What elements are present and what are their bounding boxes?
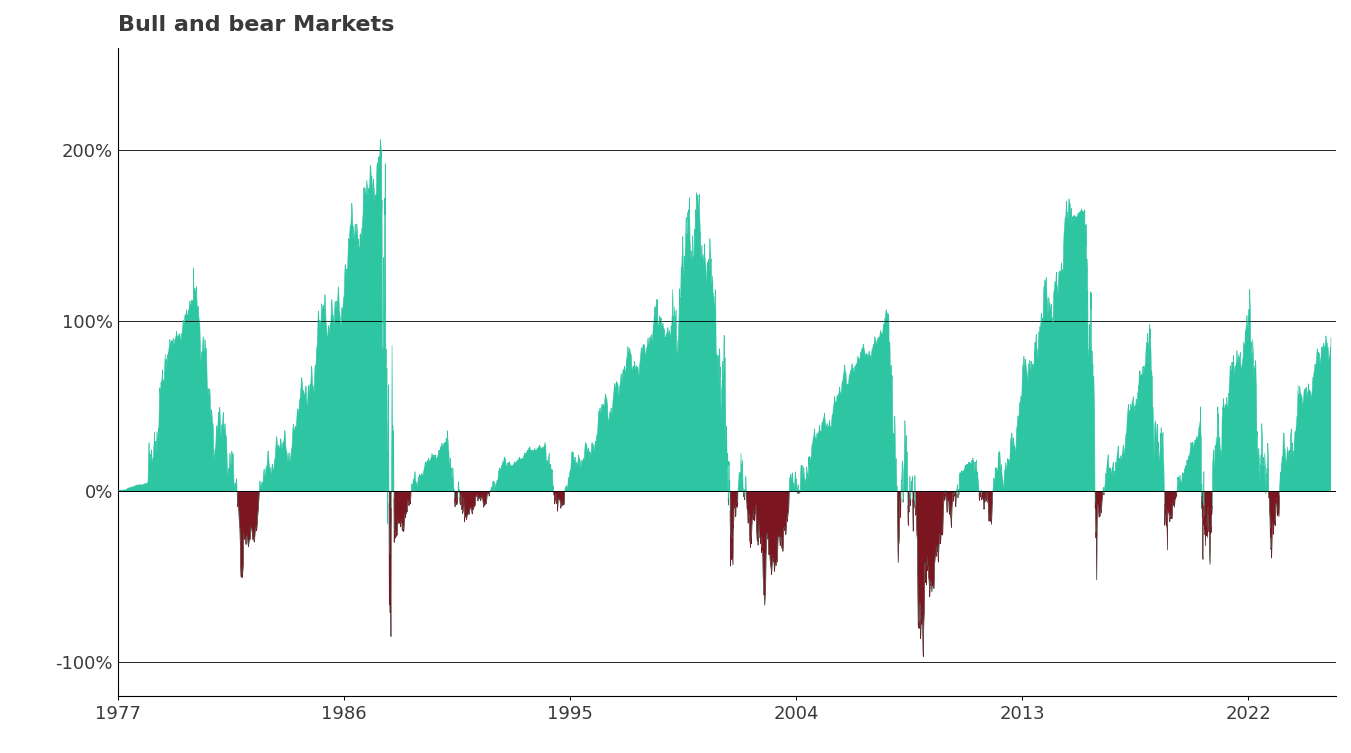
Text: Bull and bear Markets: Bull and bear Markets <box>118 15 394 35</box>
